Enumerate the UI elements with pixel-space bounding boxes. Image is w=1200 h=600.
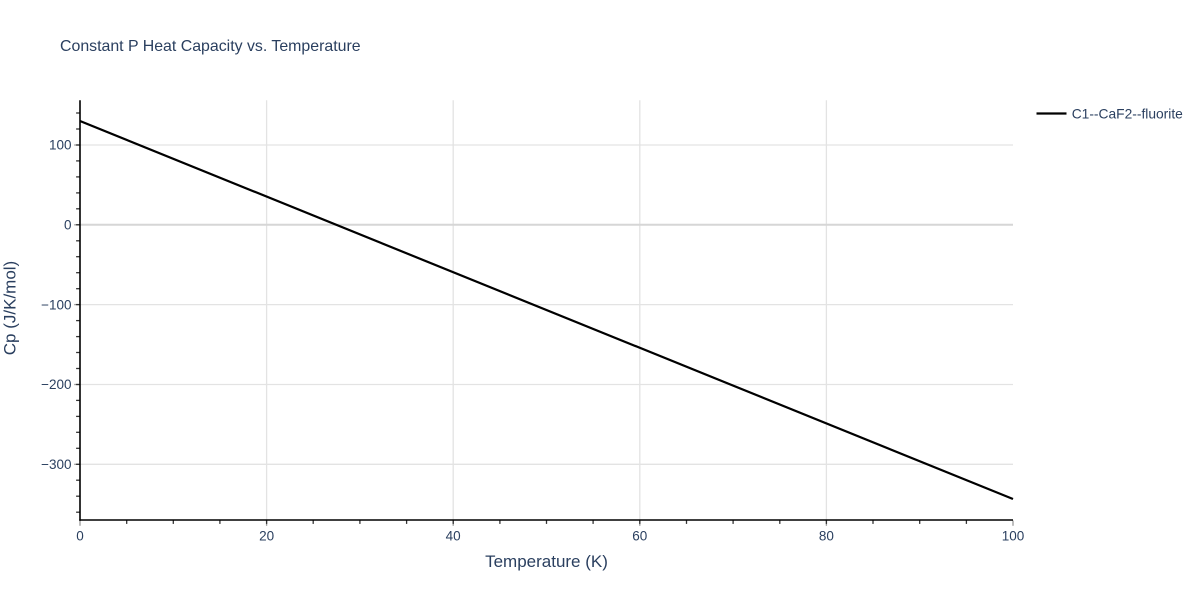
svg-text:20: 20: [259, 528, 274, 543]
svg-text:Constant P Heat Capacity vs. T: Constant P Heat Capacity vs. Temperature: [60, 38, 361, 55]
svg-text:−100: −100: [41, 297, 71, 312]
svg-text:0: 0: [76, 528, 84, 543]
svg-text:−200: −200: [41, 377, 71, 392]
svg-text:Cp (J/K/mol): Cp (J/K/mol): [1, 261, 20, 355]
svg-text:0: 0: [64, 218, 72, 233]
svg-text:C1--CaF2--fluorite: C1--CaF2--fluorite: [1072, 106, 1183, 121]
svg-text:60: 60: [632, 528, 647, 543]
svg-text:Temperature (K): Temperature (K): [485, 552, 608, 571]
svg-text:40: 40: [446, 528, 461, 543]
svg-text:80: 80: [819, 528, 834, 543]
svg-text:100: 100: [49, 138, 72, 153]
svg-text:100: 100: [1002, 528, 1025, 543]
svg-text:−300: −300: [41, 457, 71, 472]
